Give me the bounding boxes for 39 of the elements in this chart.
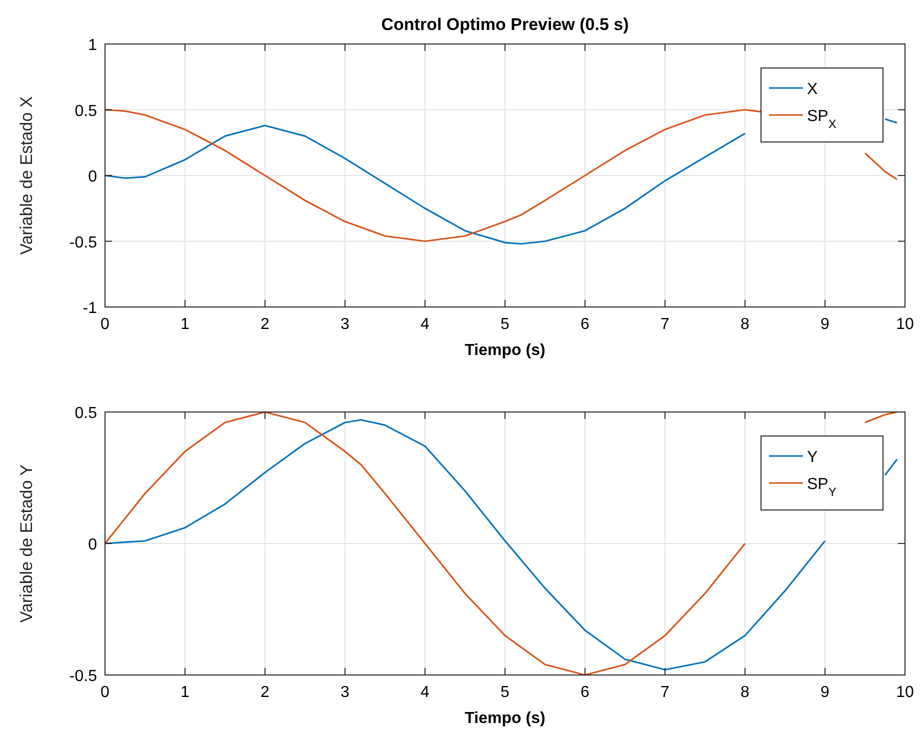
x-tick-label: 9 — [820, 684, 830, 701]
x-tick-label: 0 — [100, 316, 110, 333]
x-tick-label: 6 — [580, 684, 590, 701]
x-tick-label: 9 — [820, 316, 830, 333]
legend-label: SP$_{X}$ — [807, 108, 836, 131]
x-axis-title: Tiempo (s) — [464, 342, 546, 359]
x-tick-label: 7 — [660, 684, 670, 701]
legend-label: SP$_{Y}$ — [807, 476, 836, 499]
x-tick-label: 10 — [896, 684, 914, 701]
x-tick-label: 1 — [180, 684, 190, 701]
legend-label: X — [807, 81, 818, 98]
x-tick-label: 5 — [500, 684, 510, 701]
chart-title: Control Optimo Preview (0.5 s) — [381, 15, 629, 34]
y-tick-label: 0 — [88, 536, 98, 554]
y-tick-label: -1 — [82, 300, 98, 317]
y-tick-label: -0.5 — [69, 668, 98, 685]
y-tick-label: -0.5 — [69, 234, 98, 252]
y-axis-title: Variable de Estado Y — [17, 464, 36, 623]
x-tick-label: 2 — [260, 684, 270, 701]
legend-label: Y — [807, 449, 818, 466]
x-tick-label: 3 — [340, 316, 350, 333]
x-axis-title: Tiempo (s) — [464, 710, 546, 727]
y-axis-title: Variable de Estado X — [17, 96, 36, 255]
y-tick-label: 0.5 — [74, 405, 98, 422]
x-tick-label: 2 — [260, 316, 270, 333]
y-tick-label: 1 — [88, 37, 98, 54]
x-tick-label: 5 — [500, 316, 510, 333]
y-tick-label: 0.5 — [74, 102, 98, 120]
x-tick-label: 10 — [896, 316, 914, 333]
x-tick-label: 7 — [660, 316, 670, 333]
x-tick-label: 6 — [580, 316, 590, 333]
x-tick-label: 8 — [740, 684, 750, 701]
y-tick-label: 0 — [88, 168, 98, 186]
x-tick-label: 3 — [340, 684, 350, 701]
x-tick-label: 8 — [740, 316, 750, 333]
x-tick-label: 0 — [100, 684, 110, 701]
x-tick-label: 4 — [420, 316, 430, 333]
x-tick-label: 1 — [180, 316, 190, 333]
x-tick-label: 4 — [420, 684, 430, 701]
